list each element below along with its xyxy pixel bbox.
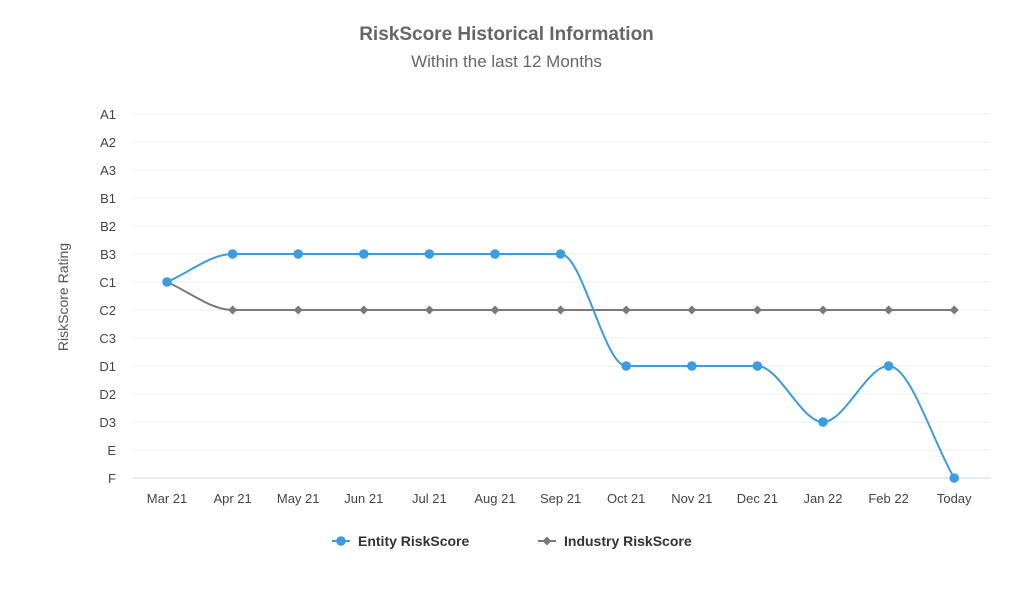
y-tick-label: B3 <box>100 247 116 262</box>
entity-riskscore-point[interactable] <box>227 249 238 259</box>
y-tick-label: D3 <box>99 415 116 430</box>
industry-riskscore-point[interactable] <box>556 305 566 315</box>
industry-riskscore-point[interactable] <box>293 305 303 315</box>
x-tick-label: Jul 21 <box>412 491 447 506</box>
entity-riskscore-point[interactable] <box>818 417 828 427</box>
gridlines <box>133 113 990 479</box>
industry-riskscore-point[interactable] <box>424 305 434 315</box>
entity-riskscore-point[interactable] <box>359 249 369 259</box>
industry-riskscore-point[interactable] <box>490 305 500 315</box>
entity-riskscore-line <box>166 252 956 479</box>
entity-riskscore-point[interactable] <box>162 277 172 287</box>
entity-riskscore-point[interactable] <box>424 249 435 259</box>
y-tick-label: D1 <box>99 359 116 374</box>
x-tick-label: Oct 21 <box>607 491 645 506</box>
axes: A1 A2 A3 B1 B2 B3 C1 C2 C3 D1 D2 D3 EF Mar 21 Apr 21 Ma… <box>55 107 972 506</box>
y-tick-label: D2 <box>99 387 116 402</box>
entity-riskscore-point[interactable] <box>490 249 500 259</box>
legend-item-entity-riskscore[interactable]: Entity RiskScore <box>332 533 469 549</box>
industry-riskscore-point[interactable] <box>949 305 959 315</box>
y-tick-label: B2 <box>100 219 116 234</box>
x-tick-label: Mar 21 <box>147 491 187 506</box>
x-tick-label: Today <box>937 491 972 506</box>
industry-riskscore-point[interactable] <box>884 305 894 315</box>
entity-riskscore-point[interactable] <box>293 249 304 259</box>
entity-riskscore-point[interactable] <box>949 473 959 483</box>
y-tick-label: C1 <box>99 275 116 290</box>
y-tick-label: B1 <box>100 191 116 206</box>
legend-label: Entity RiskScore <box>358 533 469 549</box>
x-tick-label: Feb 22 <box>868 491 908 506</box>
x-tick-label: Dec 21 <box>737 491 778 506</box>
industry-riskscore-point[interactable] <box>687 305 697 315</box>
y-tick-label: A1 <box>100 107 116 122</box>
y-tick-label: E <box>107 443 116 458</box>
x-tick-label: Apr 21 <box>213 491 251 506</box>
entity-riskscore-point[interactable] <box>621 361 631 371</box>
x-tick-label: Jan 22 <box>803 491 842 506</box>
x-tick-label: Nov 21 <box>671 491 712 506</box>
entity-riskscore-point[interactable] <box>555 249 566 259</box>
y-tick-label: A3 <box>100 163 116 178</box>
y-tick-label: C3 <box>99 331 116 346</box>
legend-marker-icon[interactable] <box>542 536 552 546</box>
y-tick-label: A2 <box>100 135 116 150</box>
entity-riskscore-point[interactable] <box>752 361 763 371</box>
industry-riskscore-point[interactable] <box>752 305 762 315</box>
legend-item-industry-riskscore[interactable]: Industry RiskScore <box>538 533 692 549</box>
legend-marker-icon[interactable] <box>336 536 346 546</box>
x-tick-label: Aug 21 <box>474 491 515 506</box>
x-tick-label: Sep 21 <box>540 491 581 506</box>
chart-subtitle: Within the last 12 Months <box>411 52 602 71</box>
y-tick-label: F <box>108 471 116 486</box>
entity-riskscore-point[interactable] <box>883 361 894 371</box>
chart-title: RiskScore Historical Information <box>359 24 654 45</box>
series-lines <box>162 249 959 483</box>
y-axis-title: RiskScore Rating <box>55 243 71 351</box>
industry-riskscore-point[interactable] <box>359 305 369 315</box>
legend: Entity RiskScore Industry RiskScore <box>332 533 692 549</box>
x-tick-label: May 21 <box>277 491 320 506</box>
legend-label: Industry RiskScore <box>564 533 692 549</box>
entity-riskscore-point[interactable] <box>687 361 697 371</box>
industry-riskscore-point[interactable] <box>818 305 828 315</box>
x-tick-label: Jun 21 <box>344 491 383 506</box>
y-tick-label: C2 <box>99 303 116 318</box>
industry-riskscore-point[interactable] <box>228 305 238 315</box>
industry-riskscore-point[interactable] <box>621 305 631 315</box>
